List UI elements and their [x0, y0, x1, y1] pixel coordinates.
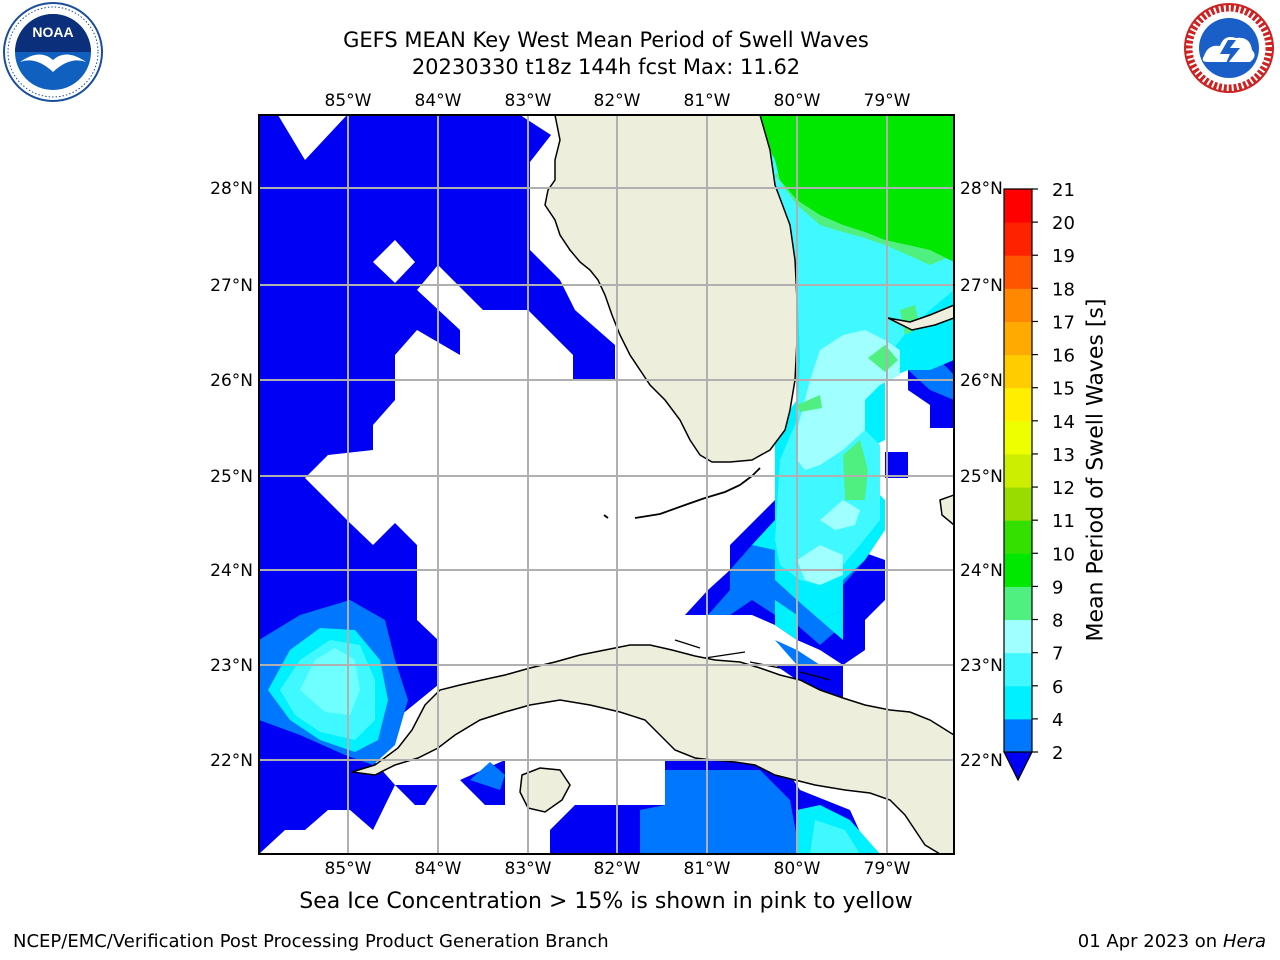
lon-tick-bottom: 81°W	[684, 859, 731, 879]
chart-subtitle: 20230330 t18z 144h fcst Max: 11.62	[411, 55, 801, 79]
colorbar: 2 4 6 7 8 9 10 11 12 13 14 15 16 17 18 19 20 21	[1003, 180, 1075, 782]
lat-tick-right: 28°N	[960, 179, 1003, 199]
colorbar-segment	[1004, 685, 1032, 720]
footer-date-text: 01 Apr 2023 on	[1077, 931, 1218, 952]
colorbar-tick-label: 20	[1052, 213, 1075, 234]
colorbar-extend	[1003, 751, 1033, 782]
lat-tick-right: 22°N	[960, 751, 1003, 771]
lat-tick-left: 23°N	[210, 656, 253, 676]
lon-tick-top: 85°W	[325, 91, 372, 111]
lat-tick-left: 28°N	[210, 179, 253, 199]
colorbar-tick-label: 17	[1052, 312, 1075, 333]
lat-tick-left: 27°N	[210, 276, 253, 296]
dry-tortugas	[603, 514, 609, 519]
colorbar-tick-label: 14	[1052, 412, 1075, 433]
colorbar-segment	[1004, 718, 1032, 753]
colorbar-segment	[1004, 288, 1032, 322]
colorbar-tick-label: 19	[1052, 246, 1075, 267]
colorbar-tick-label: 18	[1052, 279, 1075, 300]
lon-tick-bottom: 85°W	[325, 859, 372, 879]
nws-logo	[1184, 3, 1274, 93]
colorbar-tick-label: 8	[1052, 611, 1063, 632]
colorbar-segment	[1004, 586, 1032, 621]
svg-text:NOAA: NOAA	[32, 24, 73, 40]
cuban-cays	[674, 639, 831, 681]
colorbar-segment	[1004, 321, 1032, 356]
colorbar-segment	[1004, 453, 1032, 488]
colorbar-segment	[1004, 354, 1032, 389]
colorbar-segment	[1004, 652, 1032, 687]
lon-tick-top: 83°W	[505, 91, 552, 111]
lat-tick-left: 22°N	[210, 751, 253, 771]
lat-ticks-left: 22°N 23°N 24°N 25°N 26°N 27°N 28°N	[210, 179, 253, 771]
colorbar-frame	[1003, 188, 1033, 752]
colorbar-tick-label: 9	[1052, 577, 1063, 598]
colorbar-tick-label: 11	[1052, 511, 1075, 532]
lon-tick-top: 84°W	[415, 91, 462, 111]
lon-tick-top: 79°W	[864, 91, 911, 111]
andros-land	[939, 494, 954, 526]
isla-juventud-land	[519, 767, 571, 813]
colorbar-segment	[1004, 619, 1032, 654]
colorbar-segment	[1004, 420, 1032, 455]
florida-keys	[634, 467, 761, 519]
colorbar-tick-label: 13	[1052, 445, 1075, 466]
lon-tick-bottom: 84°W	[415, 859, 462, 879]
lat-tick-right: 25°N	[960, 467, 1003, 487]
lon-tick-bottom: 82°W	[594, 859, 641, 879]
lon-ticks-top: 85°W 84°W 83°W 82°W 81°W 80°W 79°W	[325, 91, 911, 111]
footer-host: Hera	[1222, 931, 1266, 952]
lon-tick-top: 82°W	[594, 91, 641, 111]
colorbar-tick-label: 6	[1052, 677, 1063, 698]
noaa-logo: NOAA	[3, 2, 103, 102]
lat-tick-right: 23°N	[960, 656, 1003, 676]
colorbar-segment	[1004, 189, 1032, 223]
lat-tick-right: 24°N	[960, 561, 1003, 581]
colorbar-tick-label: 15	[1052, 379, 1075, 400]
colorbar-tick-label: 4	[1052, 710, 1063, 731]
colorbar-segment	[1004, 387, 1032, 422]
lon-tick-top: 81°W	[684, 91, 731, 111]
colorbar-segment	[1004, 553, 1032, 587]
lat-tick-right: 26°N	[960, 371, 1003, 391]
lon-tick-top: 80°W	[774, 91, 821, 111]
footer-date: 01 Apr 2023 on Hera	[1078, 931, 1266, 952]
lon-tick-bottom: 80°W	[774, 859, 821, 879]
colorbar-tick-label: 7	[1052, 644, 1063, 665]
sea-ice-note: Sea Ice Concentration > 15% is shown in …	[299, 889, 913, 914]
lat-tick-left: 26°N	[210, 371, 253, 391]
lon-tick-bottom: 83°W	[505, 859, 552, 879]
chart-title: GEFS MEAN Key West Mean Period of Swell …	[343, 28, 869, 52]
lat-tick-left: 24°N	[210, 561, 253, 581]
footer-credit: NCEP/EMC/Verification Post Processing Pr…	[13, 931, 609, 952]
lon-tick-bottom: 79°W	[864, 859, 911, 879]
bahamas-land	[887, 304, 954, 331]
colorbar-segment	[1004, 255, 1032, 289]
colorbar-segment	[1004, 222, 1032, 256]
colorbar-label: Mean Period of Swell Waves [s]	[1083, 298, 1109, 642]
graticule	[259, 115, 954, 854]
colorbar-tick-label: 21	[1052, 180, 1075, 201]
lat-ticks-right: 22°N 23°N 24°N 25°N 26°N 27°N 28°N	[960, 179, 1003, 771]
colorbar-tick-label: 16	[1052, 346, 1075, 367]
lat-tick-left: 25°N	[210, 467, 253, 487]
colorbar-tick-label: 12	[1052, 478, 1075, 499]
map-frame	[258, 114, 955, 855]
colorbar-tick-label: 2	[1052, 743, 1063, 764]
colorbar-segment	[1004, 487, 1032, 521]
colorbar-segment	[1004, 520, 1032, 554]
colorbar-tick-label: 10	[1052, 544, 1075, 565]
lat-tick-right: 27°N	[960, 276, 1003, 296]
lon-ticks-bottom: 85°W 84°W 83°W 82°W 81°W 80°W 79°W	[325, 859, 911, 879]
